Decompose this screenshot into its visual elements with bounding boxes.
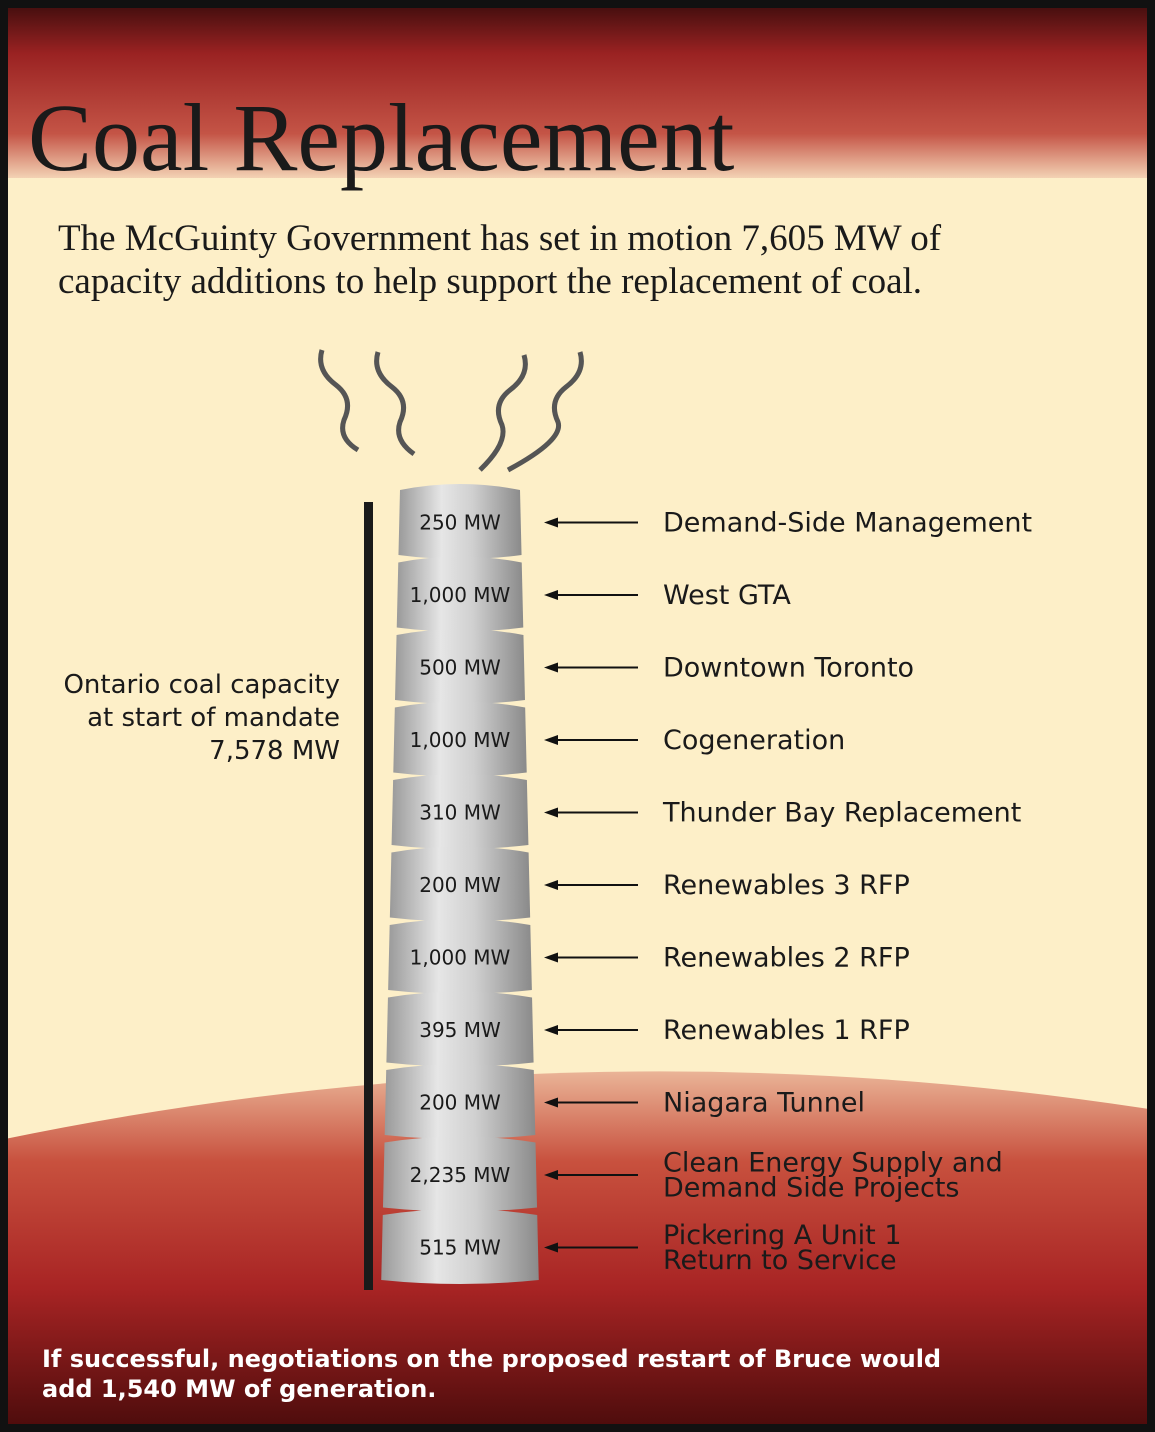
segment-project: Thunder Bay Replacement bbox=[662, 798, 1021, 829]
segment-project: Demand-Side Management bbox=[663, 508, 1032, 539]
segment-project: Renewables 2 RFP bbox=[663, 943, 910, 974]
footer-line: add 1,540 MW of generation. bbox=[42, 1375, 436, 1403]
segment-capacity: 515 MW bbox=[419, 1236, 501, 1260]
segment-capacity: 395 MW bbox=[419, 1018, 501, 1042]
segment-capacity: 1,000 MW bbox=[410, 728, 511, 752]
infographic: Coal Replacement The McGuinty Government… bbox=[0, 0, 1155, 1432]
intro-line: capacity additions to help support the r… bbox=[58, 261, 922, 302]
segment-capacity: 200 MW bbox=[419, 1091, 501, 1115]
segment-project: Niagara Tunnel bbox=[663, 1088, 865, 1119]
segment-project: Renewables 3 RFP bbox=[663, 870, 910, 901]
capacity-bar bbox=[364, 502, 373, 1290]
segment-capacity: 1,000 MW bbox=[410, 583, 511, 607]
footer-line: If successful, negotiations on the propo… bbox=[42, 1345, 941, 1373]
left-note: Ontario coal capacity bbox=[63, 670, 340, 700]
segment-capacity: 1,000 MW bbox=[410, 946, 511, 970]
segment-capacity: 2,235 MW bbox=[410, 1163, 511, 1187]
segment-capacity: 310 MW bbox=[419, 801, 501, 825]
segment-project: Cogeneration bbox=[663, 725, 845, 756]
segment-project: Return to Service bbox=[663, 1245, 897, 1276]
left-note: at start of mandate bbox=[87, 703, 340, 733]
segment-capacity: 200 MW bbox=[419, 873, 501, 897]
left-note: 7,578 MW bbox=[209, 736, 340, 766]
title: Coal Replacement bbox=[28, 84, 735, 191]
segment-project: Downtown Toronto bbox=[663, 653, 914, 684]
page: Coal Replacement The McGuinty Government… bbox=[0, 0, 1155, 1432]
segment-project: Renewables 1 RFP bbox=[663, 1015, 910, 1046]
segment-capacity: 250 MW bbox=[419, 511, 501, 535]
segment-capacity: 500 MW bbox=[419, 656, 501, 680]
segment-project: West GTA bbox=[663, 580, 791, 611]
intro-line: The McGuinty Government has set in motio… bbox=[58, 218, 942, 259]
segment-project: Demand Side Projects bbox=[663, 1173, 960, 1204]
